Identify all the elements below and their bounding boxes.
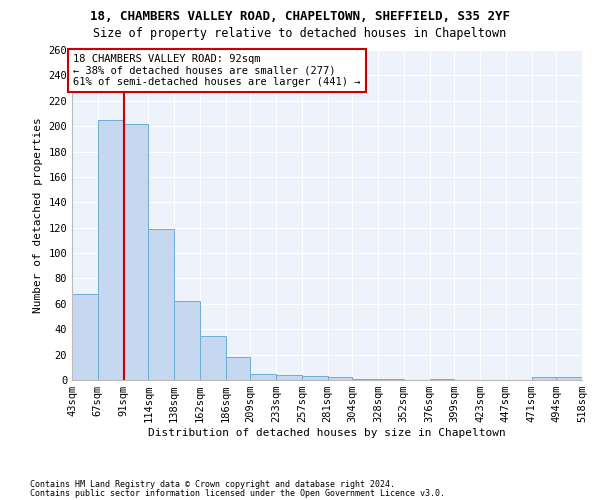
- Bar: [124, 124, 148, 380]
- Bar: [200, 336, 226, 380]
- Text: 18, CHAMBERS VALLEY ROAD, CHAPELTOWN, SHEFFIELD, S35 2YF: 18, CHAMBERS VALLEY ROAD, CHAPELTOWN, SH…: [90, 10, 510, 23]
- Bar: [148, 229, 174, 380]
- Bar: [556, 378, 582, 380]
- Bar: [98, 120, 124, 380]
- Bar: [328, 378, 352, 380]
- Bar: [72, 294, 98, 380]
- Bar: [430, 378, 454, 380]
- Bar: [250, 374, 276, 380]
- Bar: [302, 376, 328, 380]
- Bar: [276, 375, 302, 380]
- Bar: [174, 302, 200, 380]
- Bar: [532, 378, 556, 380]
- Bar: [226, 357, 250, 380]
- Bar: [352, 378, 378, 380]
- Text: Contains public sector information licensed under the Open Government Licence v3: Contains public sector information licen…: [30, 490, 445, 498]
- Bar: [378, 378, 404, 380]
- Text: Size of property relative to detached houses in Chapeltown: Size of property relative to detached ho…: [94, 28, 506, 40]
- X-axis label: Distribution of detached houses by size in Chapeltown: Distribution of detached houses by size …: [148, 428, 506, 438]
- Text: Contains HM Land Registry data © Crown copyright and database right 2024.: Contains HM Land Registry data © Crown c…: [30, 480, 395, 489]
- Y-axis label: Number of detached properties: Number of detached properties: [33, 117, 43, 313]
- Text: 18 CHAMBERS VALLEY ROAD: 92sqm
← 38% of detached houses are smaller (277)
61% of: 18 CHAMBERS VALLEY ROAD: 92sqm ← 38% of …: [73, 54, 361, 87]
